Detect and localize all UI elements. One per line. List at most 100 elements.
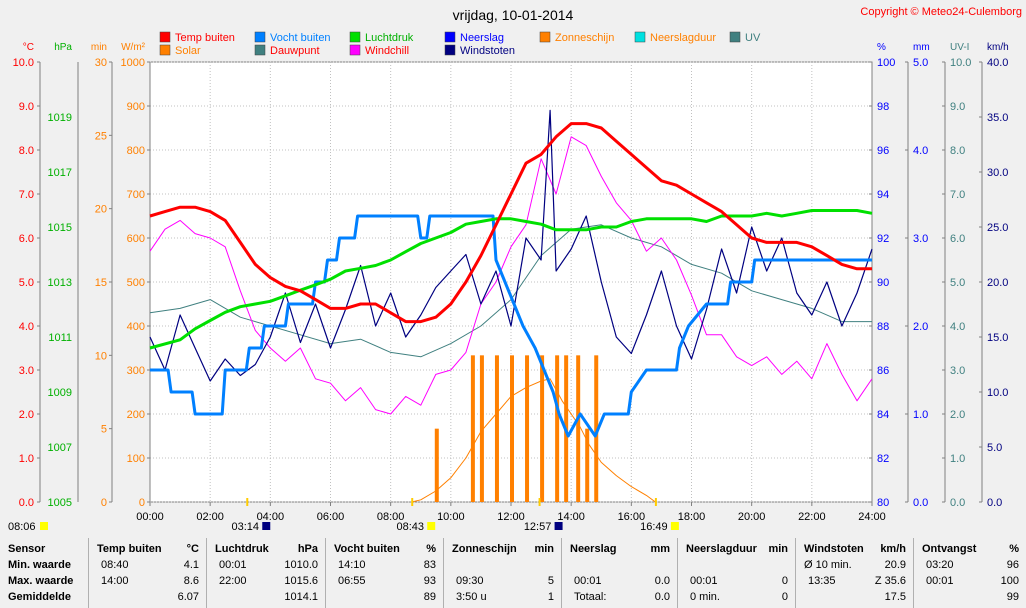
legend-swatch [729,31,741,43]
solar-axis-tick-label: 700 [127,189,145,201]
temp-axis-tick-label: 5.0 [19,277,34,289]
stats-cell-value: 1015.6 [284,575,318,587]
uv-axis-tick-label: 5.0 [950,277,965,289]
humidity-axis-tick-label: 86 [877,365,889,377]
minutes-axis-unit: min [91,42,107,53]
temp-axis-tick-label: 1.0 [19,453,34,465]
stats-column: Sensor Min. waarde Max. waarde Gemiddelde [0,538,88,608]
humidity-axis-tick-label: 88 [877,321,889,333]
stats-cell-value: 8.6 [183,575,199,587]
solar-axis-tick-label: 400 [127,321,145,333]
stats-cell-value: 1014.1 [284,591,318,603]
temp-axis-tick-label: 6.0 [19,233,34,245]
temp-axis-tick-label: 10.0 [13,57,34,69]
minutes-axis-tick-label: 0 [101,497,107,509]
stats-header: Windstoten [804,543,864,555]
humidity-axis-tick-label: 82 [877,453,889,465]
pressure-axis-unit: hPa [54,42,72,53]
legend-label: Windstoten [460,45,515,57]
rain-axis-tick-label: 5.0 [913,57,928,69]
stats-cell-value: 1010.0 [284,559,318,571]
stats-cell-label: 14:10 [338,559,366,571]
wind-axis-tick-label: 20.0 [987,277,1008,289]
time-tick-label: 08:00 [377,511,405,523]
time-tick-label: 20:00 [738,511,766,523]
time-tick-label: 02:00 [196,511,224,523]
stats-cell-label: 00:01 [926,575,954,587]
legend-label: Luchtdruk [365,32,414,44]
solar-axis-unit: W/m² [121,42,146,53]
legend-swatch [539,31,551,43]
sunshine-bar [585,428,590,502]
uv-axis-tick-label: 0.0 [950,497,965,509]
series-temp-buiten [149,122,872,324]
temp-axis-tick-label: 2.0 [19,409,34,421]
stats-cell-value: 5 [547,575,554,587]
time-tick-label: 10:00 [437,511,465,523]
wind-axis-tick-label: 15.0 [987,332,1008,344]
legend-swatch [349,31,361,43]
legend-label: Windchill [365,45,409,57]
pressure-axis-tick-label: 1009 [48,387,72,399]
rain-axis-tick-label: 2.0 [913,321,928,333]
humidity-axis-tick-label: 84 [877,409,889,421]
sunrise-time: 08:43 [396,521,424,533]
uv-axis-tick-label: 8.0 [950,145,965,157]
noon-time: 12:57 [524,521,552,533]
stats-cell-label: 00:01 [690,575,718,587]
chart-title: vrijdag, 10-01-2014 [453,7,574,23]
legend-label: Neerslag [460,32,504,44]
stats-column: Neerslag mm 00:01 0.0 Totaal: 0.0 [561,538,678,608]
temp-axis-tick-label: 4.0 [19,321,34,333]
legend-label: UV [745,32,761,44]
stats-header: Vocht buiten [334,543,400,555]
solar-axis-tick-label: 100 [127,453,145,465]
legend-label: Vocht buiten [270,32,331,44]
stats-cell-label: 09:30 [456,575,484,587]
rain-axis-tick-label: 4.0 [913,145,928,157]
solar-axis-tick-label: 300 [127,365,145,377]
stats-cell-value: 96 [1006,559,1019,571]
wind-axis-tick-label: 10.0 [987,387,1008,399]
minutes-axis-tick-label: 25 [95,130,107,142]
minutes-axis-tick-label: 10 [95,350,107,362]
legend-label: Neerslagduur [650,32,716,44]
stats-unit: % [1009,543,1019,555]
sunrise-icon [427,522,436,530]
stats-column: Vocht buiten% 14:10 83 06:55 93 89 [325,538,444,608]
legend-swatch [159,44,171,56]
stats-cell-value: 0.0 [654,575,670,587]
stats-cell-value: 4.1 [183,559,199,571]
time-tick-label: 14:00 [557,511,585,523]
moonset-icon [40,522,48,530]
pressure-axis-tick-label: 1017 [48,167,72,179]
solar-axis-tick-label: 0 [139,497,145,509]
stats-unit: min [768,543,788,555]
legend-swatch [634,31,646,43]
humidity-axis-tick-label: 98 [877,101,889,113]
sun-events: 08:06 03:14 08:43 12:57 16:49 [8,498,679,533]
wind-axis-tick-label: 25.0 [987,222,1008,234]
rain-axis-tick-label: 3.0 [913,233,928,245]
legend: Temp buiten Vocht buiten Luchtdruk Neerslag… [159,31,761,57]
stats-cell-value: 93 [423,575,436,587]
stats-cell-label: 3:50 u [456,591,487,603]
time-tick-label: 04:00 [257,511,285,523]
stats-unit: °C [186,543,199,555]
stats-cell-label: 00:01 [574,575,602,587]
stats-cell-value: 17.5 [884,591,906,603]
stats-column: Temp buiten °C 08:40 4.1 14:00 8.6 6.07 [88,538,207,608]
uv-axis-unit: UV-I [950,42,969,53]
stats-cell-value: 20.9 [884,559,906,571]
legend-swatch [444,44,456,56]
pressure-axis-tick-label: 1005 [48,497,72,509]
legend-swatch [444,31,456,43]
solar-axis-tick-label: 900 [127,101,145,113]
sunshine-bar [479,355,484,502]
legend-label: Temp buiten [175,32,235,44]
rain-axis-unit: mm [913,42,930,53]
wind-axis-tick-label: 40.0 [987,57,1008,69]
copyright-text: Copyright © Meteo24-Culemborg [860,6,1022,18]
solar-axis-tick-label: 1000 [121,57,145,69]
time-tick-label: 00:00 [136,511,164,523]
